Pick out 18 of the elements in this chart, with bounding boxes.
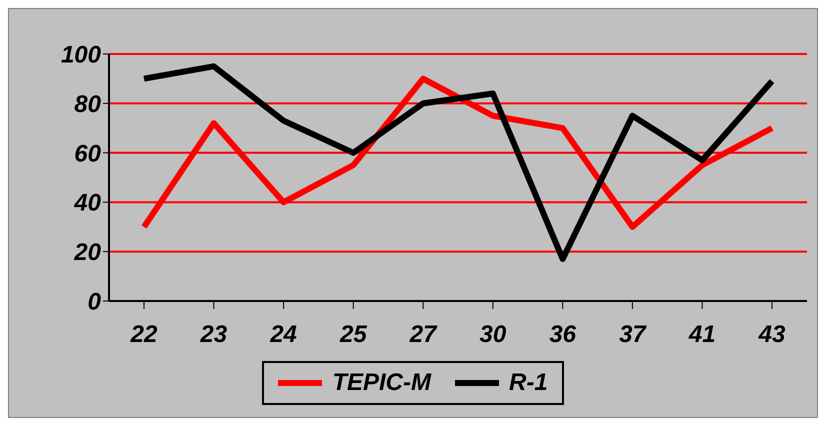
x-tick-label: 41 — [688, 321, 716, 348]
x-tick-label: 22 — [130, 321, 158, 348]
x-tick-label: 36 — [549, 321, 577, 348]
y-tick-label: 20 — [73, 239, 102, 266]
legend-label: TEPIC-M — [332, 369, 431, 397]
x-tick-label: 25 — [338, 321, 368, 348]
y-tick-label: 80 — [74, 90, 102, 118]
x-tick-label: 24 — [269, 321, 297, 348]
x-tick-label: 30 — [480, 321, 507, 348]
y-tick-label: 100 — [60, 42, 102, 69]
x-tick-label: 37 — [619, 321, 648, 348]
legend-label: R-1 — [509, 369, 548, 397]
x-tick-label: 23 — [199, 321, 228, 348]
y-tick-label: 60 — [74, 140, 102, 168]
y-tick-label: 0 — [88, 288, 102, 316]
x-tick-label: 43 — [758, 321, 786, 348]
x-tick-label: 27 — [408, 321, 438, 348]
y-tick-label: 40 — [73, 190, 102, 217]
